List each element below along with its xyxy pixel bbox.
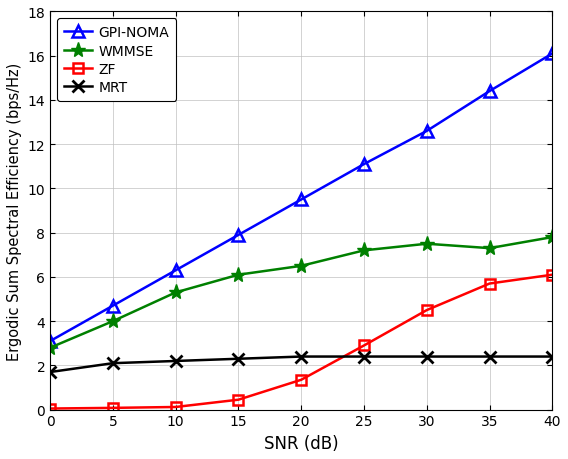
MRT: [110, 361, 116, 366]
GPI-NOMA: [172, 268, 179, 274]
GPI-NOMA: [549, 51, 556, 57]
Y-axis label: Ergodic Sum Spectral Efficiency (bps/Hz): Ergodic Sum Spectral Efficiency (bps/Hz): [7, 62, 22, 360]
Line: ZF: ZF: [45, 270, 557, 414]
WMMSE: [549, 235, 556, 241]
Legend: GPI-NOMA, WMMSE, ZF, MRT: GPI-NOMA, WMMSE, ZF, MRT: [57, 19, 177, 101]
MRT: [172, 358, 179, 364]
Line: WMMSE: WMMSE: [43, 230, 560, 356]
GPI-NOMA: [486, 89, 493, 95]
MRT: [486, 354, 493, 359]
WMMSE: [298, 263, 304, 269]
MRT: [235, 356, 242, 362]
GPI-NOMA: [298, 197, 304, 203]
GPI-NOMA: [110, 303, 116, 309]
WMMSE: [486, 246, 493, 252]
GPI-NOMA: [235, 233, 242, 238]
MRT: [549, 354, 556, 359]
MRT: [47, 369, 53, 375]
GPI-NOMA: [423, 129, 430, 134]
ZF: [235, 397, 242, 403]
ZF: [423, 308, 430, 313]
Line: GPI-NOMA: GPI-NOMA: [44, 49, 558, 347]
WMMSE: [361, 248, 367, 253]
WMMSE: [110, 319, 116, 324]
ZF: [110, 405, 116, 411]
MRT: [423, 354, 430, 359]
WMMSE: [235, 272, 242, 278]
ZF: [298, 377, 304, 383]
ZF: [486, 281, 493, 287]
ZF: [361, 343, 367, 348]
MRT: [361, 354, 367, 359]
Line: MRT: MRT: [44, 351, 558, 378]
WMMSE: [172, 290, 179, 296]
MRT: [298, 354, 304, 359]
WMMSE: [47, 345, 53, 351]
GPI-NOMA: [47, 339, 53, 344]
ZF: [549, 272, 556, 278]
ZF: [47, 406, 53, 411]
WMMSE: [423, 241, 430, 247]
ZF: [172, 404, 179, 410]
GPI-NOMA: [361, 162, 367, 168]
X-axis label: SNR (dB): SNR (dB): [264, 434, 339, 452]
